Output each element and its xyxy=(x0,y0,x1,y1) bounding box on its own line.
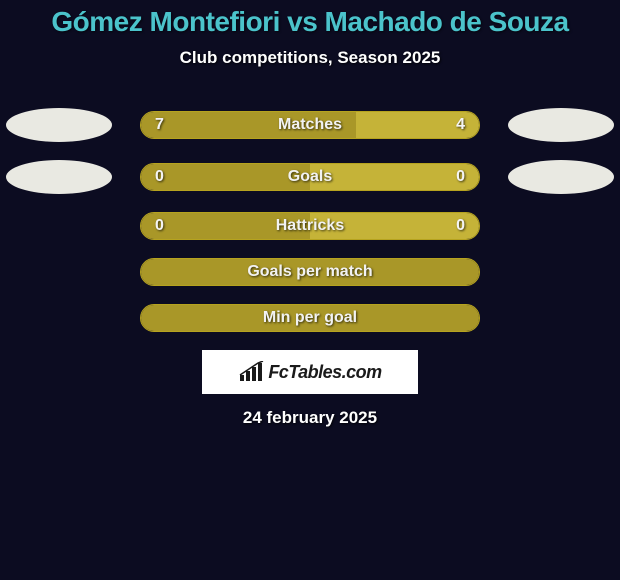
bar-segment-left xyxy=(141,213,310,239)
bar-segment-left xyxy=(141,305,479,331)
comparison-card: Gómez Montefiori vs Machado de Souza Clu… xyxy=(0,0,620,428)
stat-row: Min per goal xyxy=(0,304,620,332)
bar-chart-icon xyxy=(238,361,264,383)
bar-segment-right xyxy=(310,213,479,239)
logo-box: FcTables.com xyxy=(202,350,418,394)
stat-bar: 00Hattricks xyxy=(140,212,480,240)
subtitle: Club competitions, Season 2025 xyxy=(0,48,620,68)
date-line: 24 february 2025 xyxy=(0,408,620,428)
stat-row: 00Goals xyxy=(0,160,620,194)
bar-segment-left xyxy=(141,164,310,190)
stat-bar: 74Matches xyxy=(140,111,480,139)
stat-row: 00Hattricks xyxy=(0,212,620,240)
stat-row: 74Matches xyxy=(0,108,620,142)
player-left-oval xyxy=(6,160,112,194)
page-title: Gómez Montefiori vs Machado de Souza xyxy=(0,6,620,38)
bar-segment-left xyxy=(141,112,356,138)
player-right-oval xyxy=(508,160,614,194)
bar-segment-left xyxy=(141,259,479,285)
stat-bar: 00Goals xyxy=(140,163,480,191)
stat-rows: 74Matches 00Goals 00Hattricks Goals per mat… xyxy=(0,108,620,332)
bar-segment-right xyxy=(356,112,479,138)
stat-bar: Min per goal xyxy=(140,304,480,332)
logo-text: FcTables.com xyxy=(268,362,381,383)
stat-bar: Goals per match xyxy=(140,258,480,286)
bar-segment-right xyxy=(310,164,479,190)
player-right-oval xyxy=(508,108,614,142)
player-left-oval xyxy=(6,108,112,142)
stat-row: Goals per match xyxy=(0,258,620,286)
logo: FcTables.com xyxy=(238,361,381,383)
